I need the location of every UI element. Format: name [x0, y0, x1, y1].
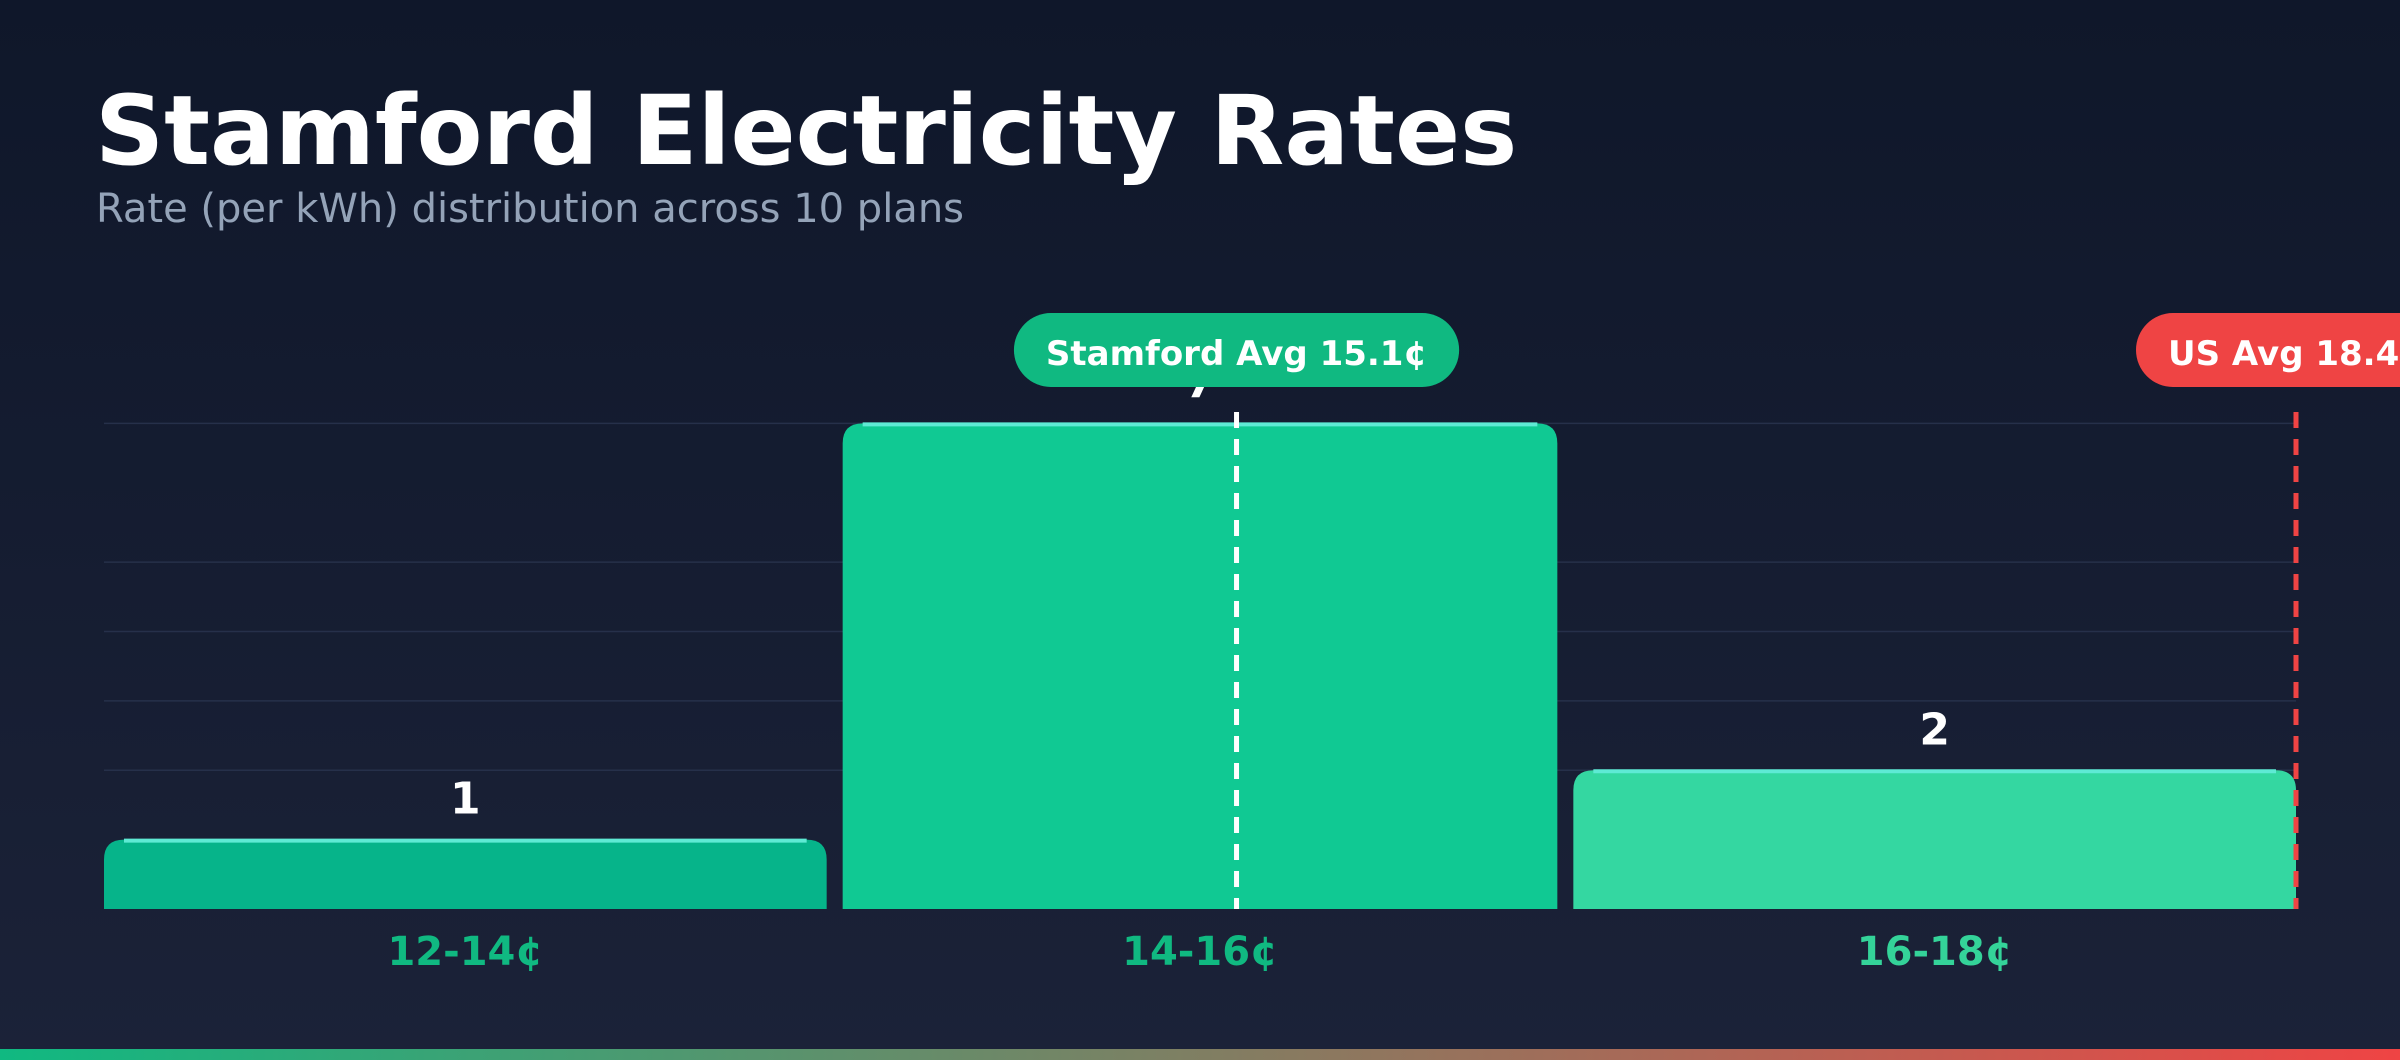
reference-line-badge — [1013, 313, 1460, 387]
category-tick-label: 14-16¢ — [1122, 929, 1278, 975]
category-tick-label: 16-18¢ — [1857, 929, 2013, 975]
histogram-bar — [1573, 770, 2296, 909]
histogram-bar — [104, 839, 827, 909]
bar-highlight — [1593, 769, 2276, 774]
bar-highlight — [862, 422, 1538, 427]
reference-line-label: US Avg 18.4¢ — [2168, 334, 2400, 374]
reference-line-badge — [2136, 313, 2400, 387]
bar-highlight — [124, 838, 807, 843]
chart-title: Stamford Electricity Rates — [95, 75, 1518, 187]
bars: 112-14¢714-16¢216-18¢ — [104, 357, 2296, 975]
accent-bar — [0, 1049, 2400, 1060]
bar-value-label: 1 — [450, 774, 481, 825]
chart-subtitle: Rate (per kWh) distribution across 10 pl… — [96, 186, 965, 232]
category-tick-label: 12-14¢ — [387, 929, 543, 975]
histogram-bar — [842, 423, 1558, 909]
bar-value-label: 2 — [1919, 704, 1950, 755]
reference-lines: Stamford Avg 15.1¢ US Avg 18.4¢ — [1013, 313, 2400, 909]
reference-line-label: Stamford Avg 15.1¢ — [1046, 334, 1427, 374]
